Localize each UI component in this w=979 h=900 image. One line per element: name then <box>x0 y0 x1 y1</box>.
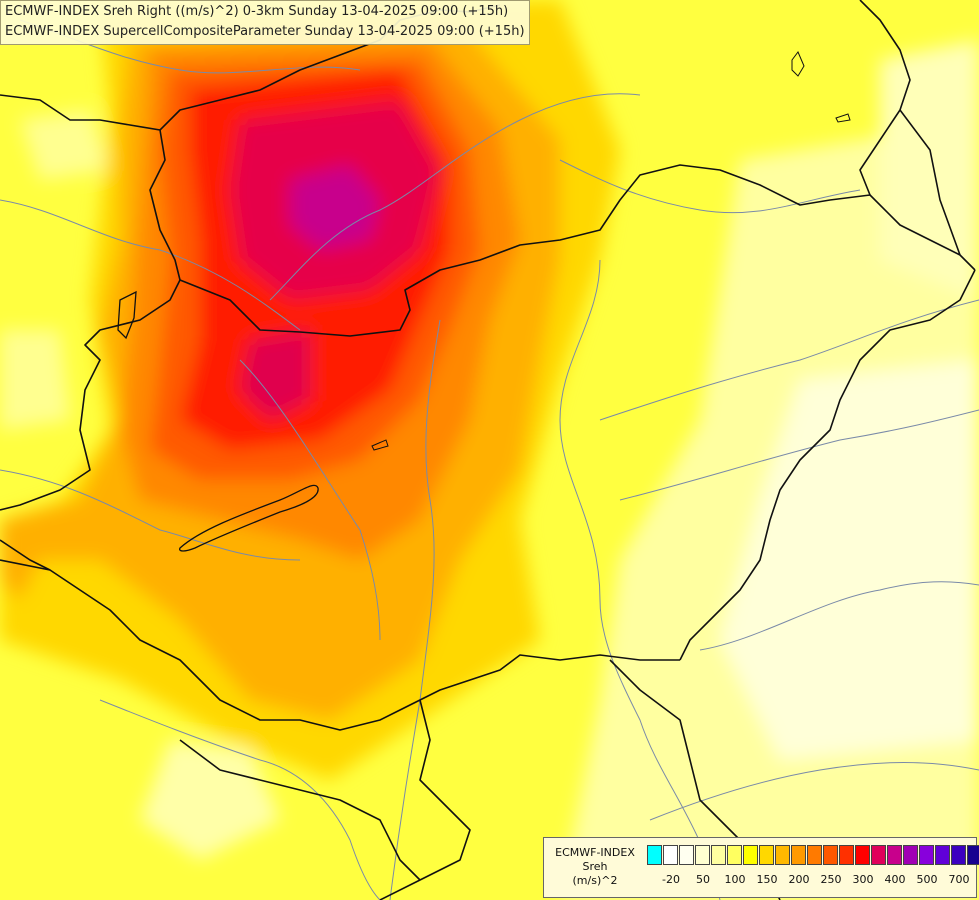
sreh-pale-west <box>0 330 70 430</box>
sreh-pale-northeast <box>880 40 979 300</box>
sreh-magenta-core <box>290 165 380 250</box>
legend-swatch <box>935 845 950 865</box>
legend-color-bar <box>647 845 979 865</box>
legend-swatch <box>951 845 966 865</box>
legend-unit: (m/s)^2 <box>572 874 618 887</box>
legend-tick-label: 150 <box>756 873 778 886</box>
title-supercell: ECMWF-INDEX SupercellCompositeParameter … <box>5 24 525 39</box>
legend-tick-label: 500 <box>916 873 938 886</box>
legend-swatch <box>695 845 710 865</box>
legend-variable: Sreh <box>582 860 608 873</box>
lake-balaton <box>179 484 319 552</box>
legend-tick-label: 100 <box>724 873 746 886</box>
legend-swatch <box>967 845 979 865</box>
legend-tick-label: 250 <box>820 873 842 886</box>
legend-tick-label: 400 <box>884 873 906 886</box>
sreh-pale-southwest <box>140 740 280 860</box>
legend-swatch <box>839 845 854 865</box>
legend-tick-labels: -20 50 100 150 200 250 300 400 500 700 <box>647 873 977 887</box>
legend-swatch <box>759 845 774 865</box>
map-title-box: ECMWF-INDEX Sreh Right ((m/s)^2) 0-3km S… <box>0 0 530 45</box>
legend-tick-label: 50 <box>696 873 710 886</box>
legend-tick-label: 200 <box>788 873 810 886</box>
sreh-crimson-south <box>240 330 310 420</box>
legend-tick-label: -20 <box>662 873 680 886</box>
legend-swatch <box>903 845 918 865</box>
legend-swatch <box>807 845 822 865</box>
legend-swatch <box>647 845 662 865</box>
legend-swatch <box>791 845 806 865</box>
legend-source: ECMWF-INDEX <box>555 846 635 859</box>
rivers <box>0 19 979 900</box>
sreh-palest-east <box>720 360 979 760</box>
title-sreh: ECMWF-INDEX Sreh Right ((m/s)^2) 0-3km S… <box>5 4 509 19</box>
lake-small <box>371 439 389 451</box>
lake-northeast <box>835 113 851 123</box>
color-legend: ECMWF-INDEX Sreh (m/s)^2 -20 50 100 150 200 2… <box>543 837 979 898</box>
sreh-pale-northwest <box>20 110 110 180</box>
legend-tick-label: 700 <box>948 873 970 886</box>
legend-swatch <box>679 845 694 865</box>
legend-swatch <box>823 845 838 865</box>
legend-swatch <box>663 845 678 865</box>
legend-swatch <box>919 845 934 865</box>
legend-tick-label: 300 <box>852 873 874 886</box>
legend-swatch <box>743 845 758 865</box>
legend-swatch <box>887 845 902 865</box>
lake-north <box>791 51 805 77</box>
legend-swatch <box>775 845 790 865</box>
legend-swatch <box>871 845 886 865</box>
legend-swatch <box>711 845 726 865</box>
legend-title: ECMWF-INDEX Sreh (m/s)^2 <box>547 846 643 888</box>
legend-swatch <box>727 845 742 865</box>
legend-swatch <box>855 845 870 865</box>
